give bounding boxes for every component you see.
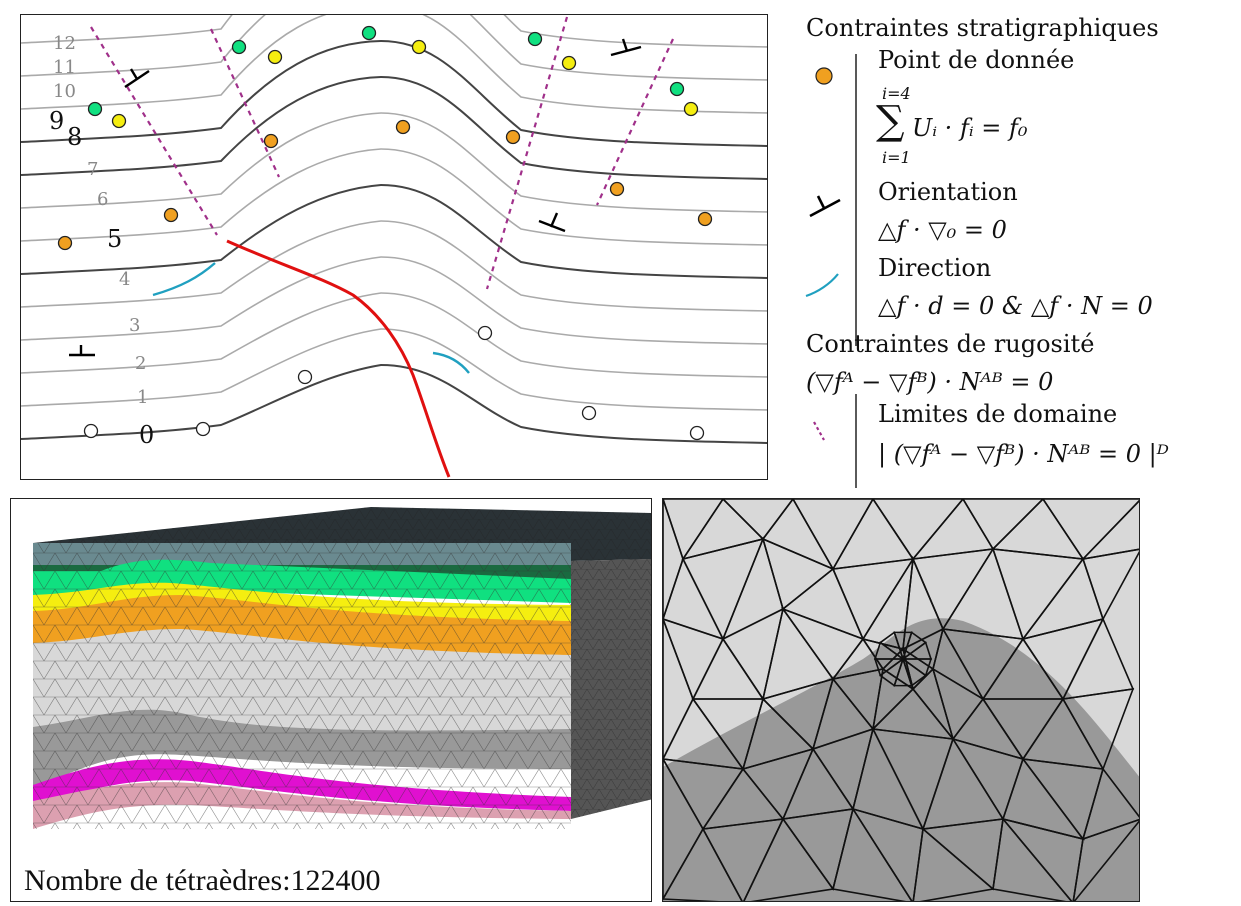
contour-line (21, 15, 767, 114)
level-label: 1 (137, 387, 149, 408)
data-point (263, 133, 279, 149)
legend-sum-lower: i=1 (882, 148, 911, 167)
domain-limits (90, 16, 675, 290)
contour-line (21, 112, 767, 213)
direction-marker (152, 262, 216, 297)
contour-line (21, 363, 767, 444)
zoom-svg (663, 499, 1139, 901)
front-mesh (33, 543, 571, 829)
data-point (581, 405, 597, 421)
data-point (477, 325, 493, 341)
contour-line (21, 15, 767, 81)
mesh-triangle (1081, 548, 1139, 622)
contour-line (21, 292, 767, 378)
contour-line (21, 220, 767, 312)
mesh-triangle (1072, 818, 1139, 901)
data-point (57, 235, 73, 251)
domain-limit-symbol (813, 421, 825, 441)
mesh-zoom-view (662, 498, 1140, 902)
legend-direction-eq: △f · d = 0 & △f · N = 0 (878, 292, 1153, 320)
data-point (561, 55, 577, 71)
contour-svg (21, 15, 767, 478)
legend-direction: Direction (878, 254, 992, 282)
level-label: 7 (87, 159, 99, 180)
direction-marker (432, 351, 470, 374)
level-label: 2 (135, 353, 147, 374)
data-point (505, 129, 521, 145)
data-point (697, 211, 713, 227)
data-point (609, 181, 625, 197)
zoom-dark-region (663, 618, 1139, 901)
mesh-triangle (900, 641, 933, 660)
legend-orientation: Orientation (878, 178, 1018, 206)
data-point (297, 369, 313, 385)
legend-sum-sign: ∑ (876, 98, 905, 144)
legend-symbols (805, 54, 857, 488)
data-point (267, 49, 283, 65)
data-point (231, 39, 247, 55)
contour-line (21, 183, 767, 279)
legend-domain-eq: | (▽fᴬ − ▽fᴮ) · Nᴬᴮ = 0 |ᴰ (878, 440, 1169, 468)
legend: Contraintes stratigraphiques Point de do… (786, 10, 1236, 490)
zoom-mesh (663, 499, 1139, 901)
contour-line (21, 328, 767, 411)
level-label: 4 (119, 269, 131, 290)
contour-line (21, 148, 767, 246)
level-label: 8 (67, 123, 83, 151)
data-point (683, 101, 699, 117)
data-point (395, 119, 411, 135)
data-points (57, 25, 713, 441)
contour-line (21, 75, 767, 180)
legend-domain-limits: Limites de domaine (878, 400, 1118, 428)
level-label: 6 (97, 189, 109, 210)
contour-line (21, 256, 767, 345)
data-point-symbol (815, 67, 833, 85)
contour-line (21, 39, 767, 147)
level-label: 3 (129, 315, 141, 336)
legend-data-point: Point de donnée (878, 46, 1075, 74)
legend-sum-upper: i=4 (882, 84, 911, 103)
fault-line (226, 239, 451, 478)
data-point (411, 39, 427, 55)
direction-symbol (805, 273, 839, 298)
legend-title-roughness: Contraintes de rugosité (806, 330, 1095, 358)
data-point (87, 101, 103, 117)
data-point (669, 81, 685, 97)
data-point (527, 31, 543, 47)
legend-sum-eq: Uᵢ · fᵢ = f₀ (912, 114, 1028, 142)
data-point (83, 423, 99, 439)
orientation-markers (69, 38, 642, 357)
tetrahedron-count: Nombre de tétraèdres:122400 (24, 864, 381, 897)
legend-orientation-eq: △f · ▽₀ = 0 (878, 216, 1007, 244)
contour-lines (21, 15, 767, 444)
data-point (163, 207, 179, 223)
level-label: 10 (53, 81, 76, 102)
contour-line (21, 15, 767, 48)
stratigraphic-diagram: 12 11 10 9 8 7 6 5 4 3 2 1 0 (20, 14, 768, 480)
data-point (195, 421, 211, 437)
legend-title-stratigraphic: Contraintes stratigraphiques (806, 14, 1159, 42)
level-label: 0 (139, 421, 155, 449)
mesh-triangle (1061, 688, 1135, 771)
legend-roughness-eq: (▽fᴬ − ▽fᴮ) · Nᴬᴮ = 0 (806, 368, 1054, 396)
data-point (111, 113, 127, 129)
level-label: 5 (107, 225, 123, 253)
orientation-symbol (809, 195, 841, 218)
tetrahedral-block-view (10, 498, 652, 902)
block-svg (33, 507, 651, 829)
level-label: 9 (49, 107, 65, 135)
data-point (689, 425, 705, 441)
level-label: 12 (53, 33, 76, 54)
level-label: 11 (53, 57, 76, 78)
data-point (361, 25, 377, 41)
